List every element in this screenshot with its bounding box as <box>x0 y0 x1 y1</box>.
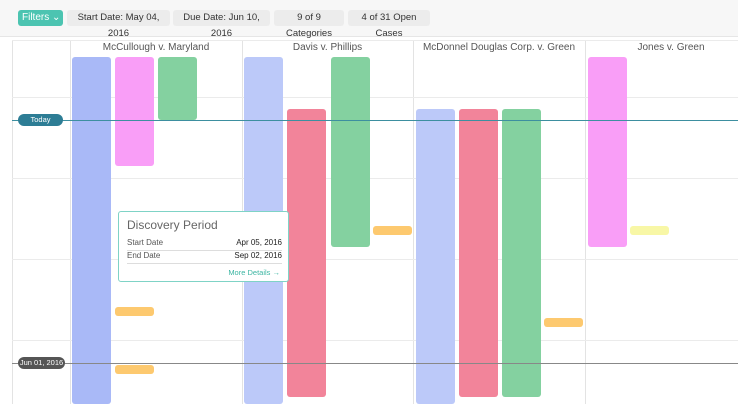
today-label: Today <box>18 114 63 126</box>
event-bar[interactable] <box>544 318 583 327</box>
row-value: Apr 05, 2016 <box>236 238 282 247</box>
event-bar[interactable] <box>287 109 326 397</box>
more-details-link[interactable]: More Details → <box>228 268 280 277</box>
grid-line <box>12 340 738 341</box>
grid-line <box>12 97 738 98</box>
popup-row: End Date Sep 02, 2016 <box>127 250 282 264</box>
column-header: Jones v. Green <box>637 42 705 53</box>
row-label: Start Date <box>127 238 164 247</box>
grid-line <box>12 40 738 41</box>
column-header: McCullough v. Maryland <box>102 42 210 53</box>
grid-line <box>12 259 738 260</box>
today-line <box>12 120 738 121</box>
filters-label: Filters <box>22 12 50 23</box>
date-label: Jun 01, 2016 <box>18 357 65 369</box>
chip[interactable]: 9 of 9 Categories <box>274 10 344 39</box>
event-bar[interactable] <box>72 57 111 404</box>
row-label: End Date <box>127 251 161 260</box>
grid-line <box>12 40 13 404</box>
event-bar[interactable] <box>115 57 154 166</box>
event-bar[interactable] <box>331 57 370 247</box>
event-bar[interactable] <box>115 365 154 374</box>
popup-title: Discovery Period <box>127 218 218 232</box>
grid-line <box>70 40 71 404</box>
chip[interactable]: Due Date: Jun 10, 2016 <box>173 10 270 39</box>
event-bar[interactable] <box>158 57 197 120</box>
event-bar[interactable] <box>416 109 455 404</box>
chip[interactable]: Start Date: May 04, 2016 <box>67 10 170 39</box>
toolbar: Filters ⌄ Start Date: May 04, 2016 Due D… <box>0 0 738 39</box>
event-bar[interactable] <box>459 109 498 397</box>
grid-line <box>413 40 414 404</box>
event-bar[interactable] <box>373 226 412 235</box>
grid-line <box>12 178 738 179</box>
event-bar[interactable] <box>630 226 669 235</box>
filters-button[interactable]: Filters ⌄ <box>18 10 63 26</box>
event-bar[interactable] <box>502 109 541 397</box>
event-bar[interactable] <box>588 57 627 247</box>
row-value: Sep 02, 2016 <box>234 251 282 260</box>
column-header: Davis v. Phillips <box>292 42 363 53</box>
column-header: McDonnel Douglas Corp. v. Green <box>422 42 576 53</box>
event-bar[interactable] <box>115 307 154 316</box>
popup-row: Start Date Apr 05, 2016 <box>127 237 282 251</box>
date-line <box>12 363 738 364</box>
chip[interactable]: 4 of 31 Open Cases <box>348 10 430 39</box>
grid-line <box>585 40 586 404</box>
popup: Discovery Period Start Date Apr 05, 2016… <box>118 211 289 282</box>
